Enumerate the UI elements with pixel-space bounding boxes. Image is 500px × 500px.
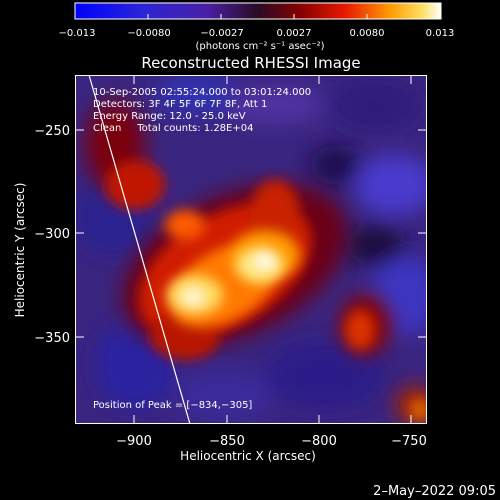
plot-frame <box>75 75 427 424</box>
colorbar-tick-label: 0.0027 <box>277 28 312 39</box>
y-axis-label: Heliocentric Y (arcsec) <box>13 183 27 318</box>
x-tick-label: −850 <box>209 434 245 449</box>
image-title: Reconstructed RHESSI Image <box>141 54 360 72</box>
x-axis-ticks <box>133 75 412 424</box>
colorbar-units: (photons cm⁻² s⁻¹ asec⁻²) <box>195 41 324 52</box>
rhessi-image: 10-Sep-2005 02:55:24.000 to 03:01:24.000… <box>75 75 427 424</box>
flare-core <box>167 247 284 315</box>
x-tick-label: −900 <box>116 434 152 449</box>
colorbar-ticks <box>74 14 442 19</box>
colorbar-tick-label: −0.013 <box>58 28 95 39</box>
colorbar-tick-label: −0.0080 <box>127 28 170 39</box>
footer-date: 2–May–2022 09:05 <box>373 484 496 499</box>
info-overlay: 10-Sep-2005 02:55:24.000 to 03:01:24.000… <box>93 87 311 134</box>
info-energy: Energy Range: 12.0 - 25.0 keV <box>93 111 246 122</box>
y-axis-ticks <box>75 129 427 338</box>
colorbar <box>74 2 442 20</box>
peak-position-label: Position of Peak = [−834,−305] <box>93 400 252 411</box>
colorbar-area: −0.013 −0.0080 −0.0027 0.0027 0.0080 0.0… <box>58 2 455 52</box>
title-area: Reconstructed RHESSI Image <box>141 54 360 72</box>
colorbar-tick-label: −0.0027 <box>200 28 243 39</box>
info-clean: Clean Total counts: 1.28E+04 <box>93 123 253 134</box>
solar-limb-line <box>88 75 191 424</box>
x-tick-label: −800 <box>301 434 337 449</box>
info-detectors: Detectors: 3F 4F 5F 6F 7F 8F, Att 1 <box>93 99 267 110</box>
y-tick-label: −300 <box>34 227 70 242</box>
y-tick-label: −250 <box>34 124 70 139</box>
x-tick-label: −750 <box>391 434 427 449</box>
x-axis-label: Heliocentric X (arcsec) <box>180 449 316 463</box>
info-time: 10-Sep-2005 02:55:24.000 to 03:01:24.000 <box>93 87 311 98</box>
y-tick-label: −350 <box>34 331 70 346</box>
colorbar-tick-label: 0.0080 <box>350 28 385 39</box>
colorbar-tick-label: 0.013 <box>426 28 455 39</box>
